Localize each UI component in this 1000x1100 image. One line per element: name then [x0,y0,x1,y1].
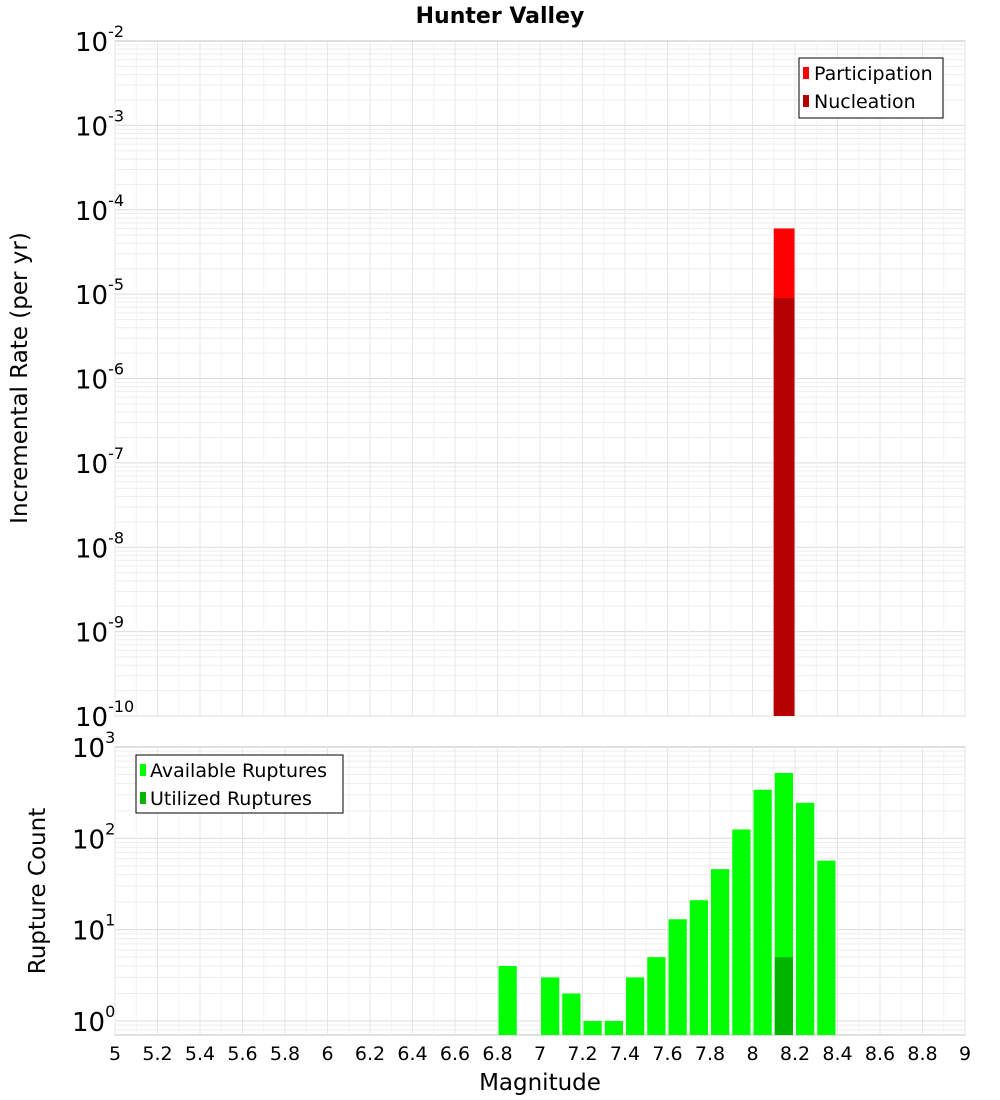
x-tick-label: 7 [534,1043,546,1065]
x-axis-label: Magnitude [479,1070,601,1096]
legend-label-nucleation: Nucleation [814,91,916,113]
top-y-tick-label: 10-10 [75,697,134,733]
bottom-y-tick-label: 100 [72,1002,115,1038]
bottom-bar-utilized-ruptures [774,957,793,1035]
bottom-y-tick-label: 102 [72,819,115,855]
x-tick-label: 8.2 [780,1043,810,1065]
x-tick-label: 5.2 [142,1043,172,1065]
legend-swatch-nucleation [803,95,809,107]
x-tick-label: 5.4 [185,1043,215,1065]
x-tick-label: 5 [109,1043,121,1065]
bottom-bar-available-ruptures [604,1021,623,1035]
x-tick-label: 7.2 [567,1043,597,1065]
x-tick-label: 8.8 [907,1043,937,1065]
bottom-x-ticks: 5 5.2 5.4 5.6 5.8 6 6.2 6.4 6.6 6.8 7 7.2 7.4 7.6 7.8 8… [109,1043,971,1065]
top-y-ticks: 10-2 10-3 10-4 10-5 10-6 10-7 10-8 10-9 10-10 [75,22,134,733]
top-y-tick-label: 10-6 [75,360,124,396]
legend-label-available: Available Ruptures [150,760,327,782]
bottom-bar-available-ruptures [689,900,708,1035]
top-y-axis-label: Incremental Rate (per yr) [7,232,33,524]
x-tick-label: 7.8 [695,1043,725,1065]
bottom-bar-available-ruptures [796,802,815,1035]
x-tick-label: 8.4 [822,1043,852,1065]
top-bars [773,228,795,716]
x-tick-label: 6.2 [355,1043,385,1065]
legend-label-participation: Participation [814,63,933,85]
bottom-bars [498,772,836,1035]
x-tick-label: 6.4 [397,1043,427,1065]
top-panel: 10-2 10-3 10-4 10-5 10-6 10-7 10-8 10-9 10-10 In… [7,22,966,733]
bottom-bar-available-ruptures [583,1021,602,1035]
legend-swatch-utilized [140,792,146,804]
top-y-tick-label: 10-7 [75,444,124,480]
top-y-tick-label: 10-4 [75,191,124,227]
x-tick-label: 6 [321,1043,333,1065]
legend-swatch-participation [803,67,809,79]
top-grid [114,41,966,717]
legend-swatch-available [140,764,146,776]
top-legend-box [798,57,944,119]
bottom-legend-box [135,754,344,814]
bottom-y-tick-label: 103 [72,728,115,764]
x-tick-label: 8.6 [865,1043,895,1065]
bottom-y-tick-label: 101 [72,911,115,947]
top-y-tick-label: 10-8 [75,528,124,564]
bottom-y-axis-label: Rupture Count [25,808,51,974]
top-y-tick-label: 10-3 [75,106,124,142]
top-y-tick-label: 10-5 [75,275,124,311]
bottom-y-ticks: 103 102 101 100 [72,728,115,1038]
bottom-bar-available-ruptures [753,789,772,1035]
top-y-tick-label: 10-2 [75,22,124,58]
top-y-tick-label: 10-9 [75,613,124,649]
x-tick-label: 6.8 [482,1043,512,1065]
bottom-panel: 103 102 101 100 5 5.2 5.4 5.6 5.8 6 6.2 6.4 6.6 6.8 7… [25,728,971,1096]
x-tick-label: 7.6 [652,1043,682,1065]
x-tick-label: 5.8 [270,1043,300,1065]
bottom-bar-available-ruptures [498,966,517,1035]
x-tick-label: 5.6 [227,1043,257,1065]
bottom-bar-available-ruptures [541,977,560,1035]
top-legend: Participation Nucleation [798,57,944,119]
x-tick-label: 6.6 [440,1043,470,1065]
chart-title: Hunter Valley [416,4,585,29]
bottom-bar-available-ruptures [626,977,645,1035]
bottom-bar-available-ruptures [732,829,751,1035]
x-tick-label: 8 [746,1043,758,1065]
bottom-bar-available-ruptures [668,919,687,1035]
x-tick-label: 9 [959,1043,971,1065]
bottom-bar-available-ruptures [647,957,666,1035]
bottom-bar-available-ruptures [711,869,730,1035]
bottom-bar-available-ruptures [562,993,581,1035]
top-bar-nucleation [773,297,795,716]
bottom-bar-available-ruptures [817,860,836,1035]
x-tick-label: 7.4 [610,1043,640,1065]
bottom-legend: Available Ruptures Utilized Ruptures [135,754,344,814]
legend-label-utilized: Utilized Ruptures [150,788,312,810]
